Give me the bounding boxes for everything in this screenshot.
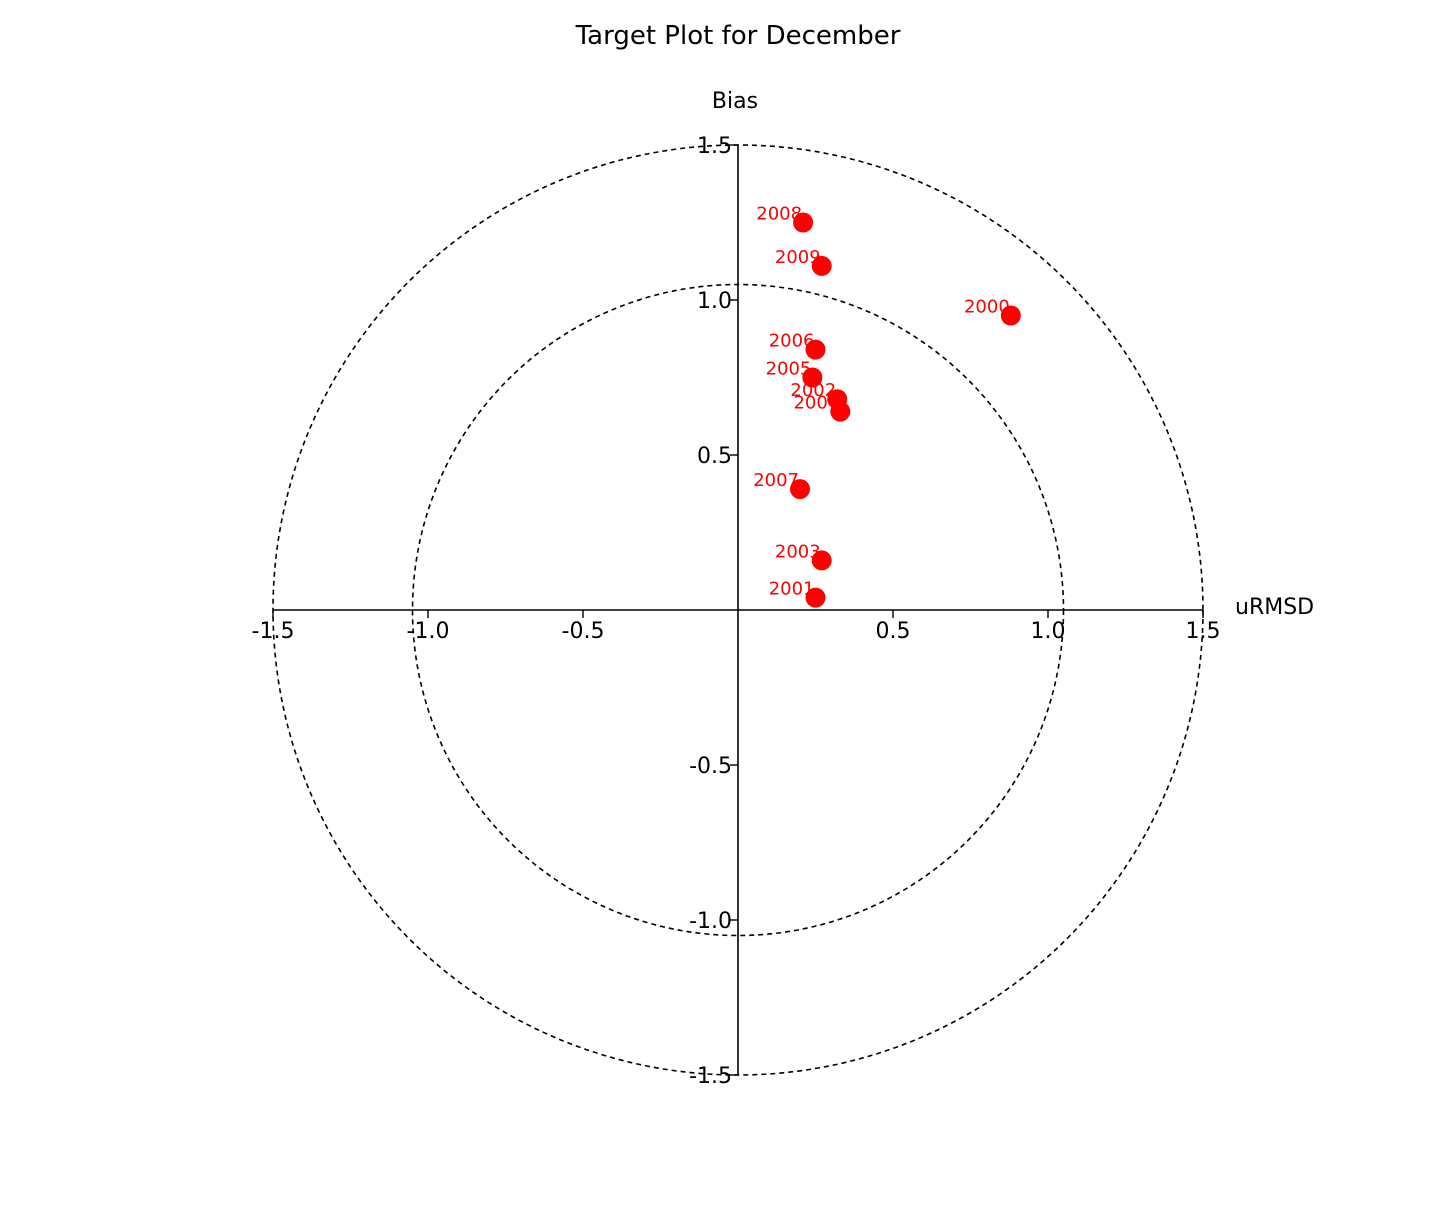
y-tick-label: 1.5 bbox=[697, 134, 732, 159]
y-tick-label: -1.5 bbox=[689, 1064, 732, 1089]
chart-title: Target Plot for December bbox=[575, 21, 901, 51]
data-point-2003 bbox=[811, 550, 832, 571]
point-label-2006: 2006 bbox=[769, 331, 815, 352]
data-point-2006 bbox=[805, 339, 826, 360]
point-label-2002: 2002 bbox=[790, 380, 836, 401]
data-point-2007 bbox=[790, 479, 810, 500]
data-point-2001 bbox=[805, 587, 826, 608]
point-label-2007: 2007 bbox=[753, 470, 799, 491]
data-points bbox=[790, 212, 1021, 608]
point-label-2009: 2009 bbox=[775, 247, 821, 268]
y-tick-label: 1.0 bbox=[697, 289, 732, 314]
data-point-2000 bbox=[1000, 305, 1021, 326]
data-point-2009 bbox=[811, 255, 832, 276]
y-tick-label: 0.5 bbox=[697, 444, 732, 469]
point-label-2003: 2003 bbox=[775, 541, 821, 562]
x-tick-label: -0.5 bbox=[562, 619, 605, 644]
point-label-2008: 2008 bbox=[756, 204, 802, 225]
x-tick-label: 1.5 bbox=[1186, 619, 1221, 644]
point-label-2001: 2001 bbox=[769, 579, 815, 600]
tick-labels: -1.5 -1.0 -0.5 0.5 1.0 1.5 -1.5 -1.0 -0.5 0.5 1.0 1… bbox=[252, 134, 1221, 1089]
point-label-2004: 2004 bbox=[793, 393, 839, 414]
data-point-2005 bbox=[802, 367, 823, 388]
point-label-2005: 2005 bbox=[766, 359, 812, 380]
point-label-2000: 2000 bbox=[964, 297, 1010, 318]
axes bbox=[272, 144, 1204, 1076]
x-tick-label: 1.0 bbox=[1031, 619, 1066, 644]
y-axis-label: Bias bbox=[712, 89, 758, 114]
x-tick-label: -1.5 bbox=[252, 619, 295, 644]
data-point-2008 bbox=[793, 212, 814, 233]
x-axis-label: uRMSD bbox=[1235, 595, 1314, 620]
x-tick-label: 0.5 bbox=[876, 619, 911, 644]
y-tick-label: -1.0 bbox=[689, 909, 732, 934]
y-tick-label: -0.5 bbox=[689, 754, 732, 779]
x-tick-label: -1.0 bbox=[407, 619, 450, 644]
data-point-2004 bbox=[830, 401, 851, 422]
